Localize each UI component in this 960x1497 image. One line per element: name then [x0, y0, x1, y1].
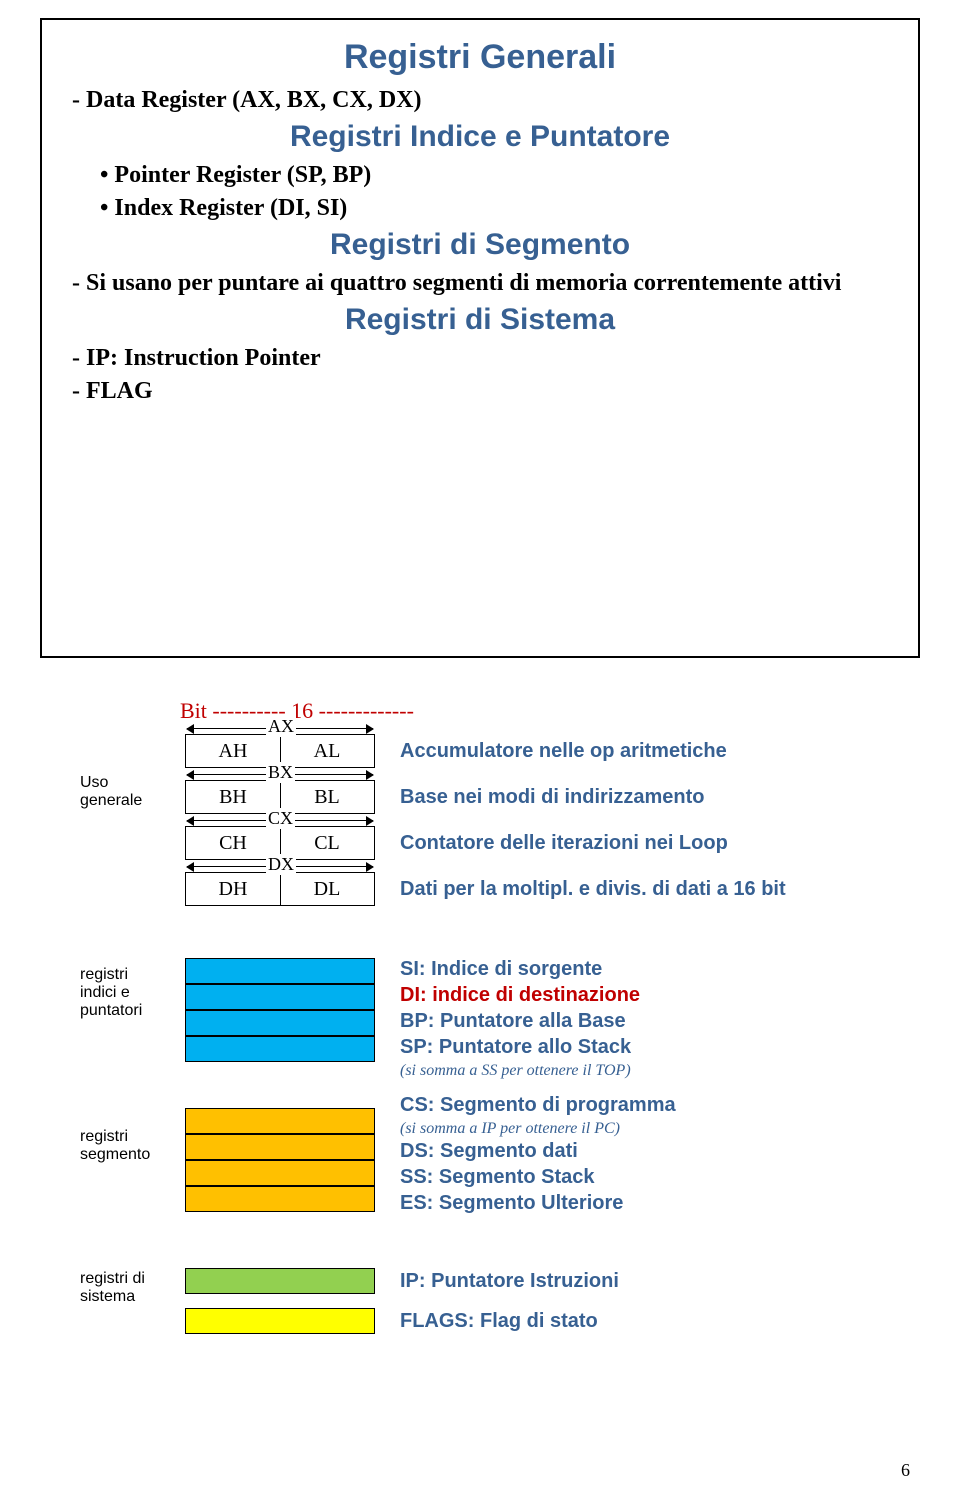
- bullet-index: • Index Register (DI, SI): [72, 195, 888, 222]
- label-segmento: registri segmento: [80, 1128, 150, 1164]
- label-uso-generale: Uso generale: [80, 774, 142, 810]
- reg-low-DX: DL: [280, 873, 374, 905]
- bullet-pointer: • Pointer Register (SP, BP): [72, 162, 888, 189]
- desc-AX: Accumulatore nelle op aritmetiche: [400, 740, 727, 763]
- name-AX: AX: [266, 716, 296, 737]
- line-ip: - IP: Instruction Pointer: [72, 345, 888, 372]
- idx-row-0: [185, 958, 375, 984]
- subtitle-indice: Registri Indice e Puntatore: [72, 120, 888, 154]
- title: Registri Generali: [72, 38, 888, 77]
- idx-desc-1: DI: indice di destinazione: [400, 984, 640, 1007]
- desc-DX: Dati per la moltipl. e divis. di dati a …: [400, 878, 786, 901]
- sys-row-0: [185, 1268, 375, 1294]
- label-sistema: registri di sistema: [80, 1270, 145, 1306]
- seg-desc-2: DS: Segmento dati: [400, 1140, 578, 1163]
- name-DX: DX: [266, 854, 296, 875]
- line-data-register: - Data Register (AX, BX, CX, DX): [72, 87, 888, 114]
- bit-label: Bit ---------- 16 -------------: [180, 698, 414, 724]
- idx-row-1: [185, 984, 375, 1010]
- seg-desc-3: SS: Segmento Stack: [400, 1166, 595, 1189]
- name-CX: CX: [266, 808, 295, 829]
- idx-row-3: [185, 1036, 375, 1062]
- subtitle-segmento: Registri di Segmento: [72, 228, 888, 262]
- slide-register-diagram: Bit ---------- 16 ------------- Uso gener…: [40, 676, 920, 1416]
- seg-desc-4: ES: Segmento Ulteriore: [400, 1192, 623, 1215]
- seg-row-2: [185, 1160, 375, 1186]
- reg-high-DX: DH: [186, 873, 280, 905]
- sys-desc-0: IP: Puntatore Istruzioni: [400, 1270, 619, 1293]
- idx-desc-0: SI: Indice di sorgente: [400, 958, 602, 981]
- seg-row-0: [185, 1108, 375, 1134]
- seg-note-1: (si somma a IP per ottenere il PC): [400, 1120, 620, 1138]
- label-indici: registri indici e puntatori: [80, 966, 142, 1020]
- page-number: 6: [901, 1460, 910, 1481]
- sys-desc-1: FLAGS: Flag di stato: [400, 1310, 598, 1333]
- seg-row-1: [185, 1134, 375, 1160]
- subtitle-sistema: Registri di Sistema: [72, 303, 888, 337]
- line-flag: - FLAG: [72, 378, 888, 405]
- seg-desc-0: CS: Segmento di programma: [400, 1094, 676, 1117]
- idx-desc-3: SP: Puntatore allo Stack: [400, 1036, 631, 1059]
- line-segmenti: - Si usano per puntare ai quattro segmen…: [72, 270, 888, 297]
- desc-CX: Contatore delle iterazioni nei Loop: [400, 832, 728, 855]
- sys-row-1: [185, 1308, 375, 1334]
- seg-row-3: [185, 1186, 375, 1212]
- desc-BX: Base nei modi di indirizzamento: [400, 786, 705, 809]
- idx-desc-2: BP: Puntatore alla Base: [400, 1010, 626, 1033]
- idx-row-2: [185, 1010, 375, 1036]
- name-BX: BX: [266, 762, 295, 783]
- reg-DX: DHDL: [185, 872, 375, 906]
- idx-note: (si somma a SS per ottenere il TOP): [400, 1062, 631, 1080]
- slide-registri-generali: Registri Generali - Data Register (AX, B…: [40, 18, 920, 658]
